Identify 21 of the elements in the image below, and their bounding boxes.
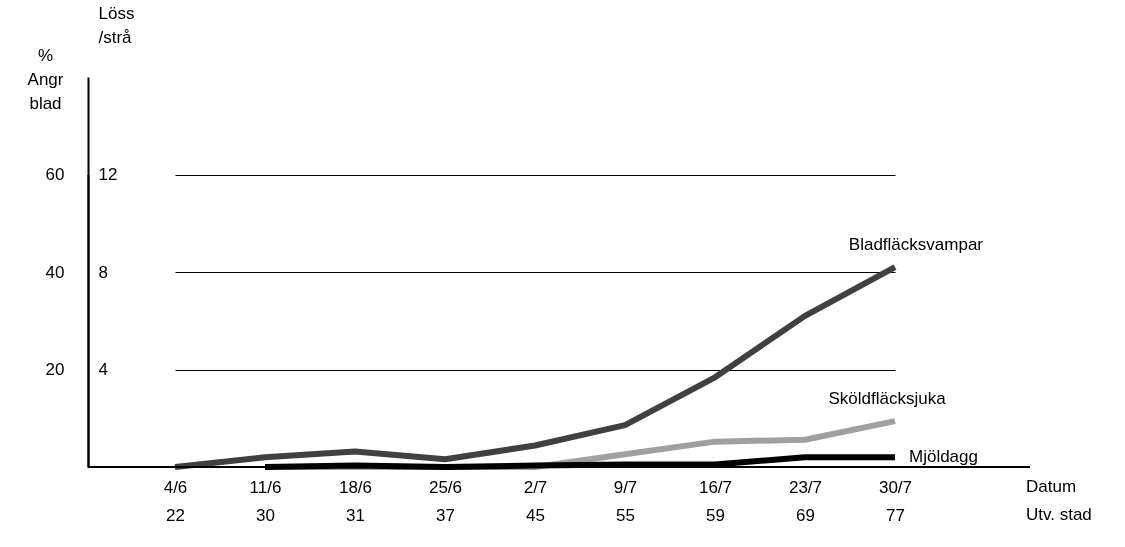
y2-tick-label: 8 [98,262,108,282]
y2-axis-title: Löss /strå [98,3,135,47]
text: Datum Utv. stad [1026,477,1092,524]
x-tick-label: 16/7 59 [698,477,733,525]
y-tick-label: 60 [45,165,65,184]
x-tick-label: 11/6 30 [249,477,282,525]
x-tick-label: 4/6 22 [163,477,188,525]
y-tick-label: 40 [45,262,65,282]
y-tick-label: 20 [45,360,65,379]
y2-tick-label: 4 [98,360,108,379]
x-tick-label: 25/6 37 [428,477,463,525]
x-tick-label: 9/7 55 [613,477,638,525]
x-tick-label: 23/7 69 [788,477,823,525]
y-axis-title: % Angr blad [27,45,64,113]
series-label: Bladfläcksvampar [848,235,984,255]
x-tick-label: 2/7 45 [523,477,548,525]
y2-tick-label: 12 [98,165,118,184]
series-label: Mjöldagg [909,447,978,467]
x-tick-label: 30/7 77 [878,477,913,525]
x-tick-label: 18/6 31 [338,477,373,525]
series-label: Sköldfläcksjuka [828,389,947,409]
